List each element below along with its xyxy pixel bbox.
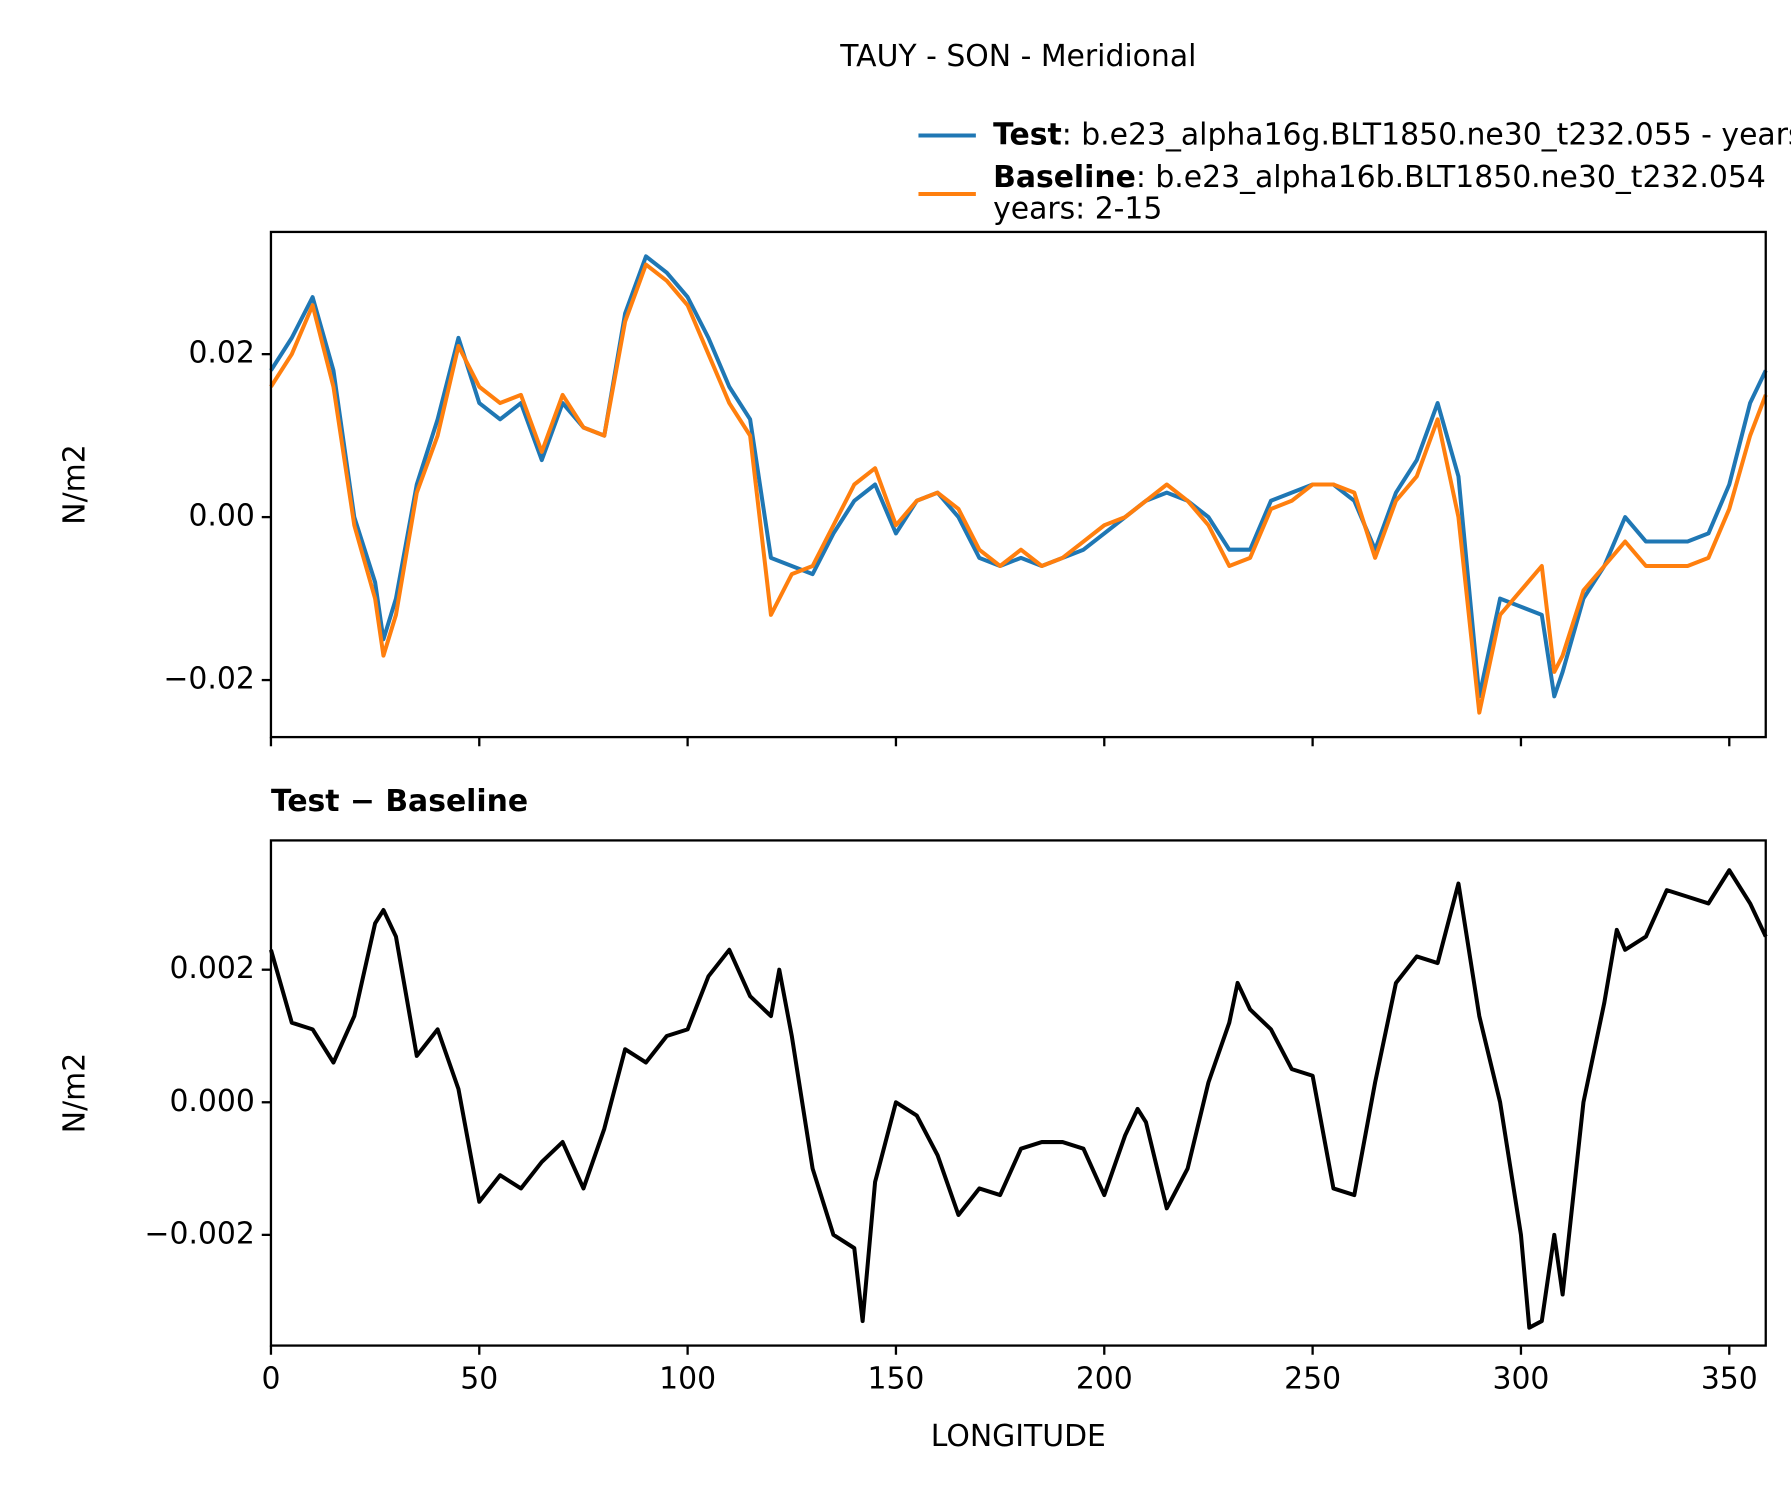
x-tick-label: 0	[261, 1362, 280, 1397]
legend-name: Baseline	[993, 159, 1136, 194]
subplot-title: Test − Baseline	[271, 784, 528, 819]
y-tick-label: 0.002	[169, 951, 254, 986]
y-axis-label: N/m2	[57, 1053, 92, 1133]
y-axis-label: N/m2	[57, 444, 92, 524]
x-axis-label: LONGITUDE	[931, 1419, 1106, 1454]
x-tick-label: 100	[659, 1362, 716, 1397]
data-line	[269, 262, 1768, 715]
y-tick-label: 0.02	[188, 336, 254, 371]
x-tick-label: 200	[1076, 1362, 1133, 1397]
legend-label: Test: b.e23_alpha16g.BLT1850.ne30_t232.0…	[993, 117, 1791, 152]
data-line	[269, 254, 1768, 699]
y-tick-label: 0.00	[188, 499, 254, 534]
y-tick-label: −0.02	[163, 662, 254, 697]
x-tick-label: 250	[1284, 1362, 1341, 1397]
legend-description: : b.e23_alpha16b.BLT1850.ne30_t232.054	[1136, 159, 1766, 194]
x-tick-label: 350	[1701, 1362, 1758, 1397]
x-tick-label: 50	[460, 1362, 498, 1397]
legend-description: : b.e23_alpha16g.BLT1850.ne30_t232.055 -…	[1062, 117, 1791, 152]
x-tick-label: 150	[867, 1362, 924, 1397]
plot-frame	[269, 230, 1767, 739]
y-tick-label: 0.000	[169, 1084, 254, 1119]
legend-label: Baseline: b.e23_alpha16b.BLT1850.ne30_t2…	[993, 159, 1766, 194]
x-tick-label: 300	[1492, 1362, 1549, 1397]
chart-title: TAUY - SON - Meridional	[839, 39, 1196, 74]
legend-description: years: 2-15	[993, 192, 1162, 227]
plot-frame	[269, 839, 1767, 1347]
y-tick-label: −0.002	[144, 1216, 254, 1251]
legend-name: Test	[993, 117, 1062, 152]
data-line	[269, 868, 1768, 1330]
